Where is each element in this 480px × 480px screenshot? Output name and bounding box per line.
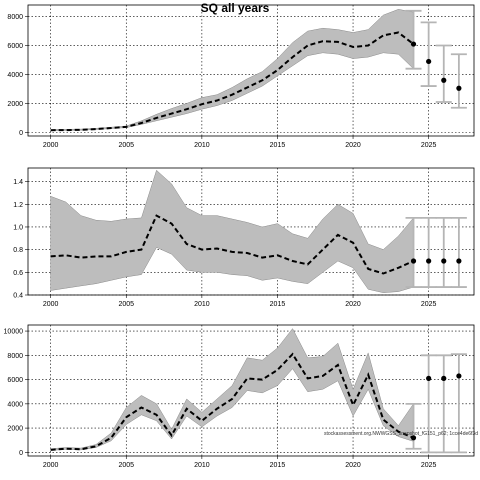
x-tick-label: 2015 [270, 142, 286, 149]
panels: 2000 2005 2010 2015 2020 2025 0 2000 4000 6000 800… [4, 4, 475, 469]
y-tick-label: 4000 [7, 72, 23, 79]
x-tick-label: 2020 [345, 142, 361, 149]
y-tick-label: 8000 [7, 353, 23, 360]
x-tick-label: 2005 [118, 301, 134, 308]
y-tick-label: 1.0 [13, 224, 23, 231]
estimate-line [50, 352, 414, 451]
x-tick-label: 2025 [421, 142, 437, 149]
panel-1: 2000 2005 2010 2015 2020 2025 0 2000 4000 6000 800… [7, 4, 475, 149]
y-tick-label: 1.4 [13, 179, 23, 186]
confidence-band [50, 9, 414, 131]
x-tick-label: 2000 [43, 462, 59, 469]
y-tick-label: 2000 [7, 426, 23, 433]
x-tick-label: 2015 [270, 462, 286, 469]
figure-title: SQ all years [201, 1, 270, 15]
y-tick-label: 0 [19, 450, 23, 457]
y-tick-label: 0.4 [13, 293, 23, 300]
plot-frame [27, 4, 475, 137]
forecast-point [441, 375, 447, 381]
forecast-point [441, 258, 447, 264]
x-tick-label: 2010 [194, 301, 210, 308]
forecast-point [410, 41, 417, 47]
forecast-point [410, 435, 417, 441]
forecast-point [456, 85, 462, 91]
y-tick-label: 8000 [7, 14, 23, 21]
x-tick-label: 2020 [345, 462, 361, 469]
x-tick-label: 2025 [421, 301, 437, 308]
confidence-band [50, 169, 414, 293]
watermark: stockassessment.org.NWWGSS_snapshot_fG15… [324, 431, 478, 437]
plot-area [50, 328, 467, 454]
y-tick-label: 0.6 [13, 270, 23, 277]
x-tick-label: 2005 [118, 462, 134, 469]
y-tick-label: 4000 [7, 401, 23, 408]
forecast-point [426, 58, 432, 65]
x-tick-label: 2020 [345, 301, 361, 308]
plot-frame [27, 167, 475, 296]
y-tick-label: 0.8 [13, 247, 23, 254]
x-tick-label: 2015 [270, 301, 286, 308]
x-tick-label: 2010 [194, 142, 210, 149]
y-tick-label: 1.2 [13, 202, 23, 209]
x-tick-label: 2010 [194, 462, 210, 469]
x-tick-label: 2000 [43, 142, 59, 149]
y-tick-label: 6000 [7, 43, 23, 50]
y-tick-label: 10000 [4, 329, 24, 336]
plot-area [50, 9, 467, 132]
panel-2: 2000 2005 2010 2015 2020 2025 0.4 0.6 0.8 1.0 1.2 1… [13, 167, 475, 308]
x-tick-label: 2000 [43, 301, 59, 308]
estimate-line [50, 214, 414, 275]
forecast-point [441, 77, 447, 83]
forecast-point [410, 258, 417, 264]
estimate-line [50, 31, 415, 132]
plot-area [50, 169, 467, 293]
x-tick-label: 2025 [421, 462, 437, 469]
x-tick-label: 2005 [118, 142, 134, 149]
forecast-point [456, 373, 462, 379]
forecast-point [426, 258, 432, 264]
y-tick-label: 0 [19, 130, 23, 137]
forecast-point [456, 258, 462, 264]
y-tick-label: 2000 [7, 101, 23, 108]
plot-frame [27, 324, 475, 457]
forecast-point [426, 375, 432, 381]
panel-3: 2000 2005 2010 2015 2020 2025 0 2000 4000 6000 800… [4, 324, 475, 469]
y-tick-label: 6000 [7, 377, 23, 384]
